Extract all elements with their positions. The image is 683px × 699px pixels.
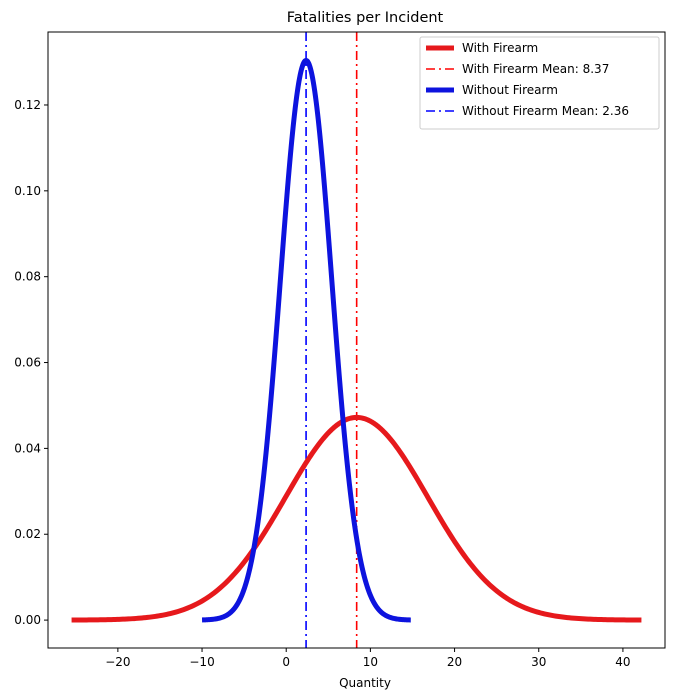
y-tick-label: 0.06 bbox=[14, 356, 41, 370]
series-line-0 bbox=[70, 414, 643, 623]
y-axis: 0.00 0.02 0.04 0.06 0.08 0.10 0.12 bbox=[14, 98, 48, 627]
y-tick-label: 0.02 bbox=[14, 527, 41, 541]
legend-label-3: Without Firearm Mean: 2.36 bbox=[462, 104, 629, 118]
y-tick-label: 0.10 bbox=[14, 184, 41, 198]
plot-area bbox=[47, 31, 666, 649]
legend-label-1: With Firearm Mean: 8.37 bbox=[462, 62, 609, 76]
mean-lines bbox=[305, 32, 358, 648]
axes-frame bbox=[47, 31, 666, 649]
y-tick-label: 0.04 bbox=[14, 441, 41, 455]
y-tick-label: 0.00 bbox=[14, 613, 41, 627]
series-curves bbox=[70, 57, 643, 623]
chart-title: Fatalities per Incident bbox=[287, 10, 444, 26]
x-tick-label: 20 bbox=[447, 655, 462, 669]
series-line-1 bbox=[200, 57, 413, 623]
x-tick-label: 40 bbox=[615, 655, 630, 669]
x-axis-label: Quantity bbox=[339, 676, 391, 690]
x-tick-label: 30 bbox=[531, 655, 546, 669]
legend-label-2: Without Firearm bbox=[462, 83, 558, 97]
legend-box bbox=[419, 36, 660, 130]
x-axis: −20 −10 0 10 20 30 40 bbox=[105, 648, 631, 669]
legend: With Firearm With Firearm Mean: 8.37 Witho… bbox=[419, 36, 660, 130]
x-tick-label: −10 bbox=[189, 655, 214, 669]
y-tick-label: 0.12 bbox=[14, 98, 41, 112]
x-tick-label: −20 bbox=[105, 655, 130, 669]
legend-label-0: With Firearm bbox=[462, 41, 538, 55]
x-tick-label: 10 bbox=[363, 655, 378, 669]
y-tick-label: 0.08 bbox=[14, 270, 41, 284]
x-tick-label: 0 bbox=[282, 655, 290, 669]
